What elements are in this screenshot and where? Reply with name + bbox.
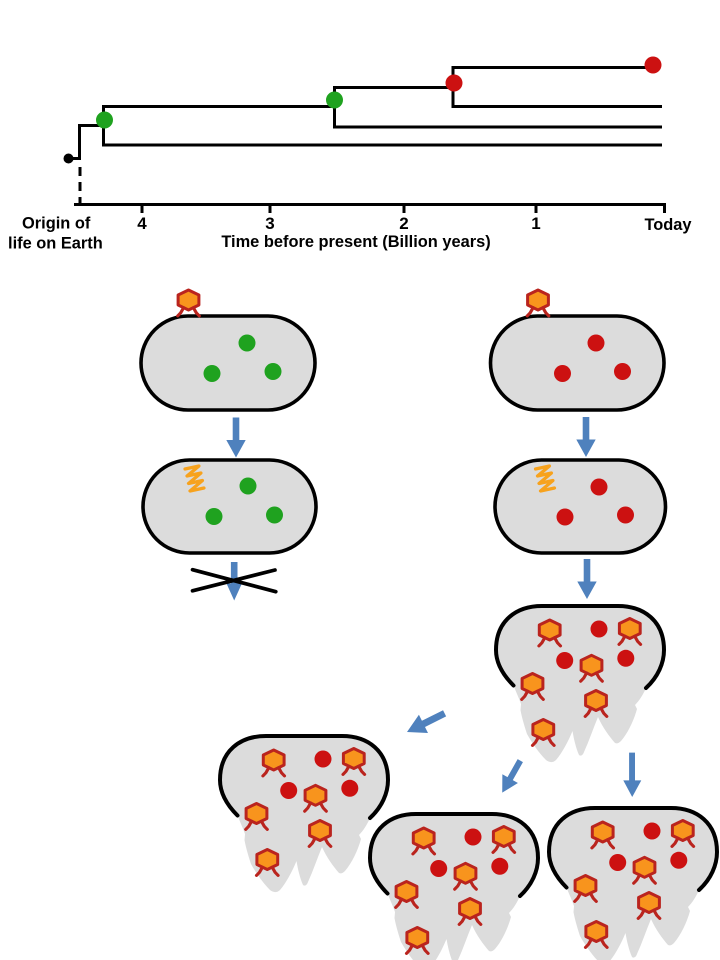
svg-text:2: 2 xyxy=(399,214,408,233)
svg-text:Today: Today xyxy=(644,216,692,234)
svg-text:1: 1 xyxy=(531,214,540,233)
svg-text:Time before present (Billion y: Time before present (Billion years) xyxy=(221,233,490,251)
svg-text:4: 4 xyxy=(137,214,147,233)
svg-text:life on Earth: life on Earth xyxy=(8,235,103,253)
svg-text:3: 3 xyxy=(265,214,274,233)
svg-text:Origin of: Origin of xyxy=(22,215,91,233)
